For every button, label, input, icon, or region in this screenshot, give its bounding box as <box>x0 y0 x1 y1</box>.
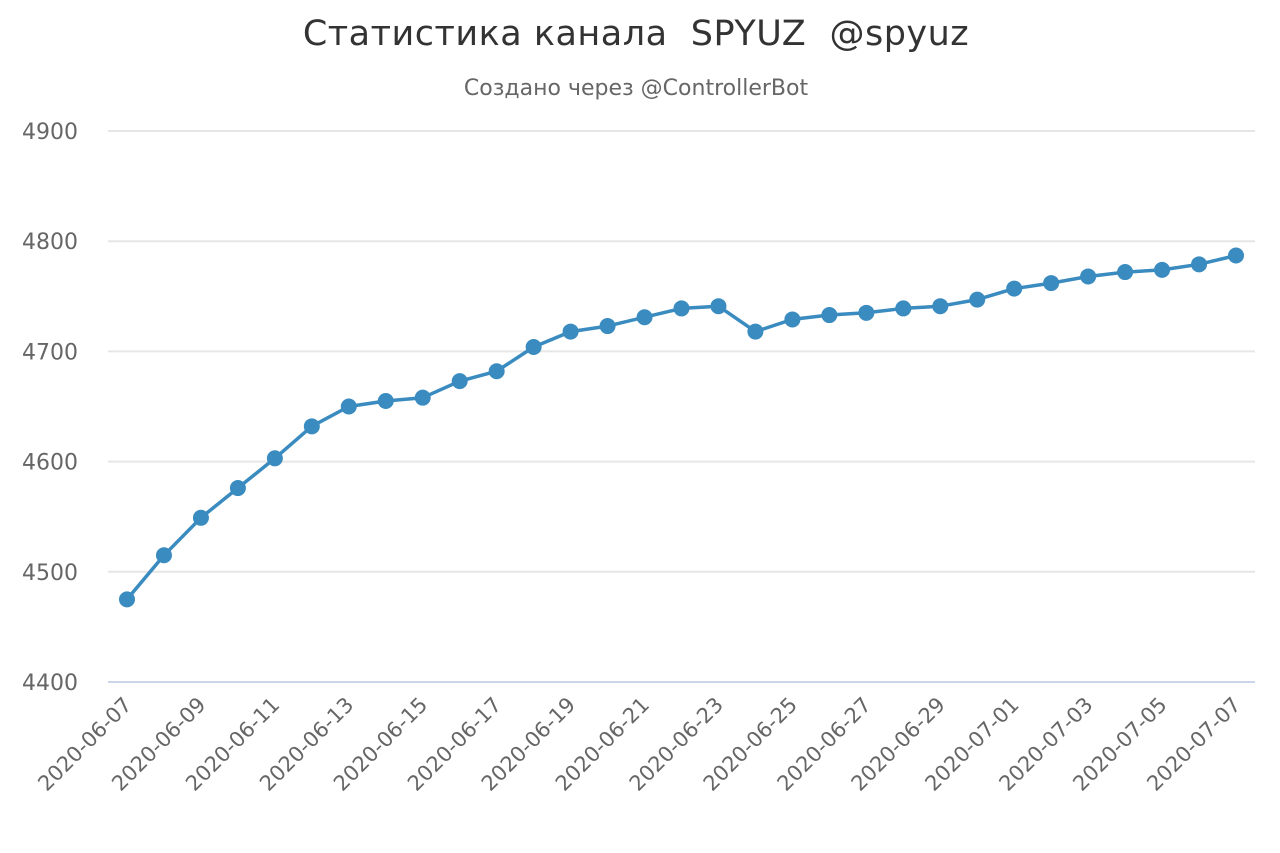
data-point <box>895 300 912 317</box>
series-points <box>119 247 1244 608</box>
data-point <box>1006 280 1023 297</box>
data-point <box>1043 275 1060 292</box>
data-point <box>1228 247 1244 264</box>
data-point <box>525 338 542 355</box>
data-point <box>229 480 246 497</box>
data-point <box>119 591 135 608</box>
data-point <box>303 418 320 435</box>
data-point <box>710 298 727 315</box>
data-point <box>858 304 875 321</box>
data-point <box>636 309 653 326</box>
data-point <box>1191 256 1208 273</box>
y-tick-label: 4800 <box>22 230 78 255</box>
data-point <box>192 509 209 526</box>
data-point <box>155 547 172 564</box>
y-tick-label: 4900 <box>22 120 78 145</box>
data-point <box>414 389 431 406</box>
data-point <box>1154 261 1171 278</box>
data-point <box>1117 264 1134 281</box>
data-point <box>377 392 394 409</box>
data-point <box>451 373 468 390</box>
data-point <box>266 450 283 467</box>
data-point <box>747 323 764 340</box>
y-tick-label: 4400 <box>22 671 78 696</box>
y-tick-label: 4600 <box>22 451 78 476</box>
data-point <box>599 318 616 335</box>
y-axis-ticks: 4400 4500 4600 4700 4800 4900 <box>22 120 78 696</box>
y-tick-label: 4500 <box>22 561 78 586</box>
data-point <box>821 307 838 324</box>
chart-subtitle: Создано через @ControllerBot <box>463 76 809 101</box>
chart-title: Статистика канала SPYUZ @spyuz <box>302 14 970 54</box>
data-point <box>562 323 579 340</box>
y-tick-label: 4700 <box>22 340 78 365</box>
data-point <box>340 398 357 415</box>
data-point <box>673 300 690 317</box>
grid <box>108 130 1255 683</box>
data-point <box>488 363 505 380</box>
x-axis-ticks: 2020-06-072020-06-092020-06-112020-06-13… <box>33 693 1245 796</box>
data-point <box>932 298 949 315</box>
data-point <box>969 291 986 308</box>
data-point <box>1080 268 1097 285</box>
data-point <box>784 311 801 328</box>
